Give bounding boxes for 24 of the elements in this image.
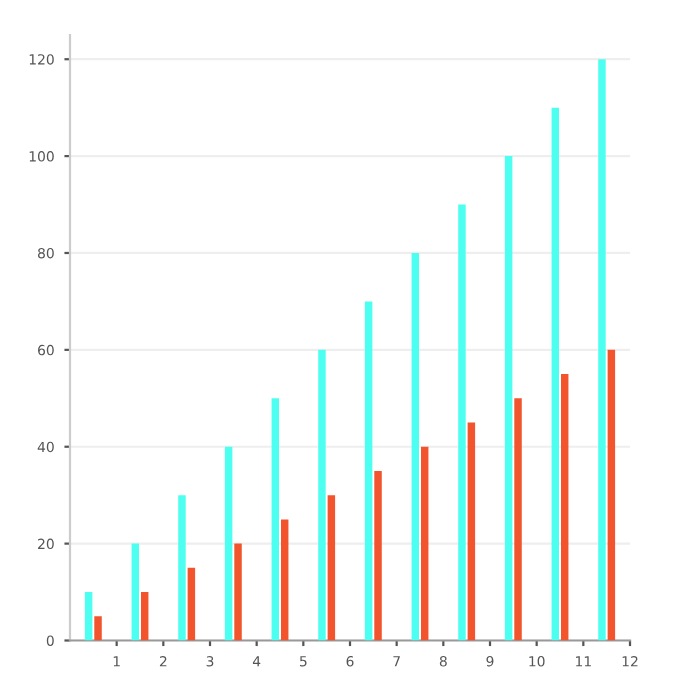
bar xyxy=(420,446,429,641)
bar xyxy=(84,592,93,641)
bar xyxy=(327,495,336,641)
bar xyxy=(514,398,522,641)
bar xyxy=(224,446,233,641)
bar xyxy=(551,107,560,641)
bar xyxy=(140,592,149,641)
bar xyxy=(504,156,513,641)
bar xyxy=(374,470,382,641)
bar xyxy=(364,301,373,641)
bar xyxy=(607,349,616,641)
bar xyxy=(467,422,476,641)
bar xyxy=(178,495,186,641)
bar xyxy=(131,543,140,641)
bar xyxy=(271,398,280,641)
bar xyxy=(560,374,569,641)
bar xyxy=(458,204,466,641)
bar xyxy=(187,567,196,641)
bar xyxy=(598,59,606,641)
bar xyxy=(234,543,242,641)
bar xyxy=(411,252,420,641)
bar xyxy=(318,349,326,641)
bar xyxy=(94,616,102,641)
bar xyxy=(280,519,289,641)
